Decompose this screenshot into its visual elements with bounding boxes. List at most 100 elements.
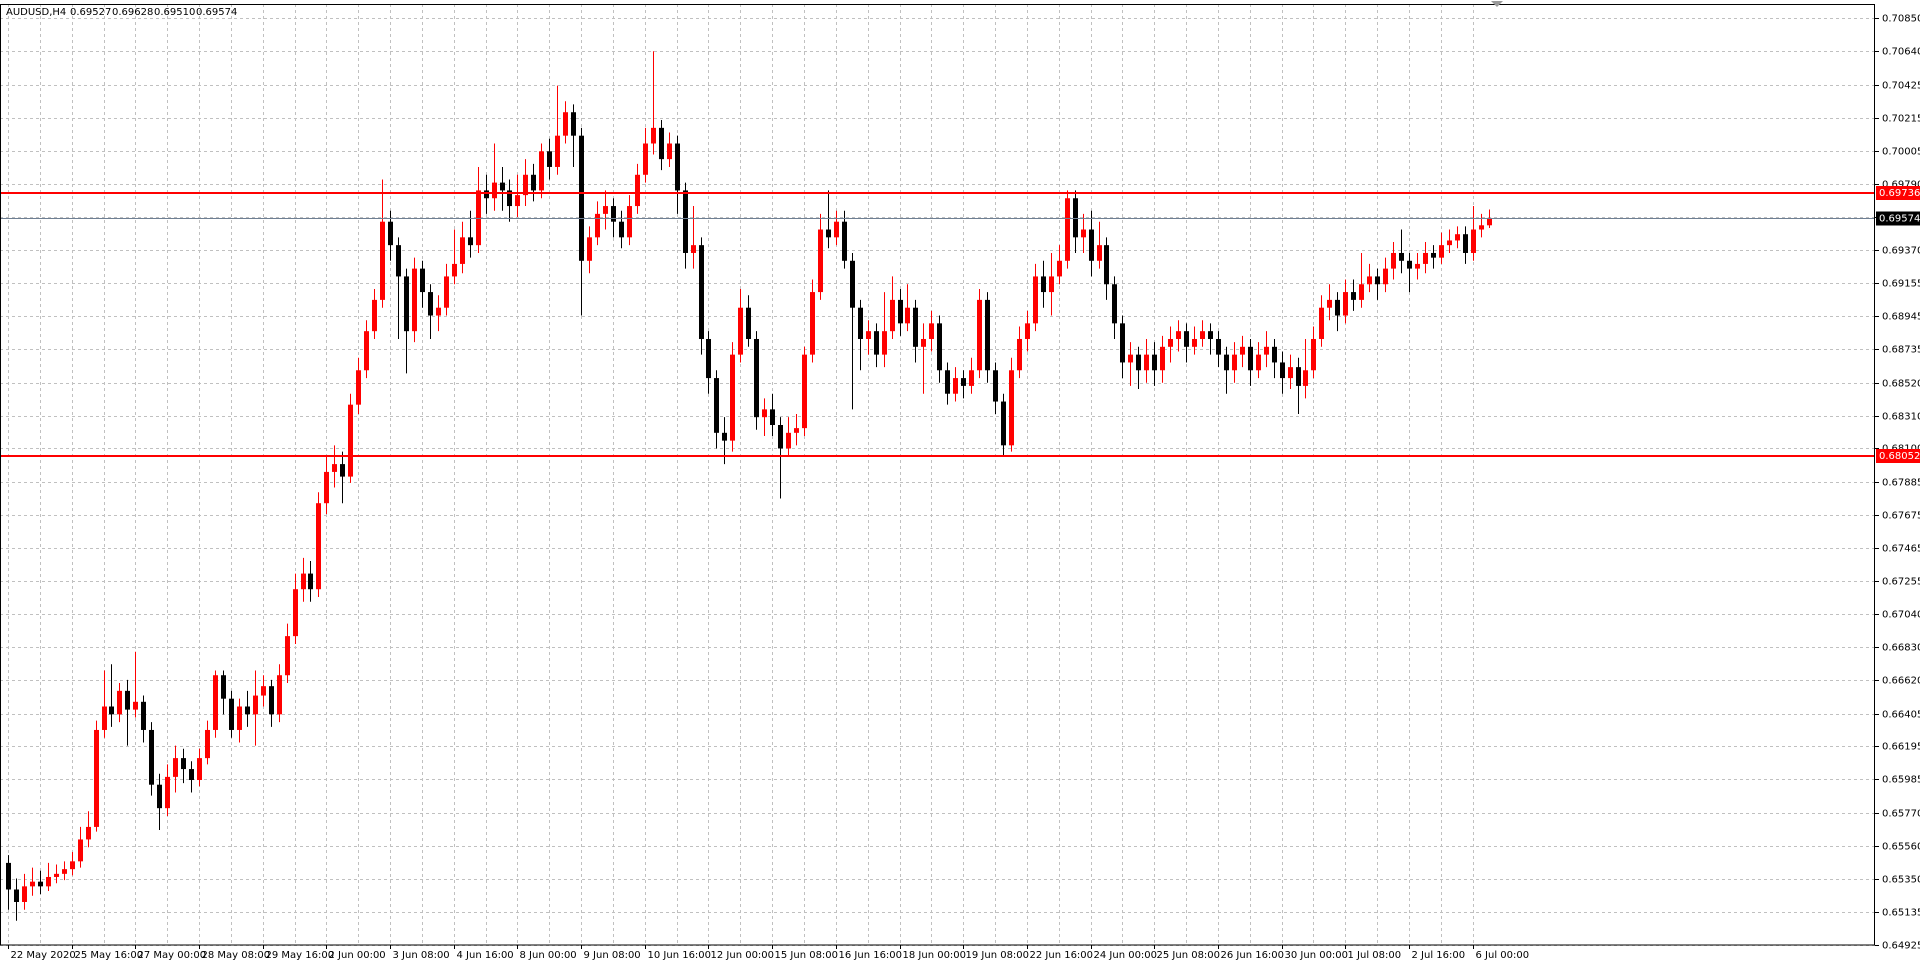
chart-shift-marker (1491, 1, 1503, 7)
level-label-box (1876, 186, 1920, 200)
candle-body (285, 636, 290, 676)
candle-body (1240, 346, 1245, 355)
candle-body (1407, 260, 1412, 269)
candle-body (953, 378, 958, 394)
candle-body (213, 675, 218, 730)
candle-body (1439, 245, 1444, 258)
y-tick-label: 0.64925 (1882, 941, 1920, 952)
candle-body (571, 112, 576, 136)
candle-body (364, 331, 369, 371)
candle-body (1280, 362, 1285, 379)
candle-body (420, 268, 425, 293)
y-tick-label: 0.68735 (1882, 345, 1920, 356)
candle-body (1081, 229, 1086, 238)
x-tick-label: 24 Jun 00:00 (1094, 950, 1158, 961)
y-tick-label: 0.68310 (1882, 412, 1920, 423)
candle-body (794, 428, 799, 433)
candle-body (308, 573, 313, 590)
candle-body (730, 354, 735, 441)
candle-body (1303, 370, 1308, 386)
candle-body (1089, 229, 1094, 261)
candle-body (611, 206, 616, 222)
candle-body (810, 292, 815, 355)
candle-body (1248, 346, 1253, 371)
x-tick-label: 10 Jun 16:00 (648, 950, 712, 961)
candle-body (1359, 284, 1364, 300)
candle-body (1136, 354, 1141, 371)
candle-body (1192, 338, 1197, 347)
y-tick-label: 0.65135 (1882, 908, 1920, 919)
candle-body (603, 206, 608, 214)
candle-body (786, 432, 791, 449)
candle-body (858, 307, 863, 339)
candle-body (229, 698, 234, 730)
candle-body (436, 307, 441, 316)
candle-body (1184, 331, 1189, 347)
candle-body (890, 299, 895, 332)
candle-body (770, 409, 775, 426)
candle-body (1487, 217, 1492, 226)
candle-body (515, 195, 520, 207)
candle-body (356, 370, 361, 405)
candle-body (1351, 292, 1356, 300)
x-tick-label: 22 May 2020 (11, 950, 76, 961)
candle-body (468, 237, 473, 246)
candle-body (651, 127, 656, 144)
candle-body (125, 690, 130, 710)
candle-body (722, 432, 727, 441)
candle-body (1152, 354, 1157, 371)
candle-body (149, 729, 154, 785)
candle-body (1216, 338, 1221, 355)
candle-body (826, 229, 831, 238)
candle-body (1272, 346, 1277, 363)
candle-body (778, 425, 783, 449)
candle-body (985, 299, 990, 371)
candle-body (157, 784, 162, 809)
candle-body (245, 706, 250, 715)
candle-body (38, 881, 43, 887)
ohlc-open: 0.69527 (70, 7, 111, 18)
candle-body (945, 370, 950, 394)
candle-body (1463, 234, 1468, 253)
candle-body (1073, 198, 1078, 238)
x-tick-label: 2 Jul 16:00 (1412, 950, 1466, 961)
candle-body (484, 190, 489, 199)
candle-body (348, 404, 353, 477)
candle-body (1479, 225, 1484, 230)
y-tick-label: 0.66405 (1882, 710, 1920, 721)
candle-body (444, 276, 449, 308)
candle-body (1065, 198, 1070, 261)
y-tick-label: 0.68945 (1882, 312, 1920, 323)
candle-body (579, 135, 584, 261)
ohlc-low: 0.69510 (154, 7, 195, 18)
y-tick-label: 0.67675 (1882, 511, 1920, 522)
x-tick-label: 12 Jun 00:00 (711, 950, 775, 961)
candle-body (492, 182, 497, 199)
bid-label: 0.69574 (1879, 214, 1920, 225)
candle-body (372, 299, 377, 332)
candle-body (1160, 346, 1165, 371)
candle-body (1311, 338, 1316, 371)
x-tick-label: 22 Jun 16:00 (1030, 950, 1094, 961)
y-tick-label: 0.65560 (1882, 842, 1920, 853)
candle-body (699, 245, 704, 339)
x-tick-label: 18 Jun 00:00 (903, 950, 967, 961)
y-tick-label: 0.65985 (1882, 775, 1920, 786)
x-tick-label: 9 Jun 08:00 (584, 950, 641, 961)
x-tick-label: 28 May 08:00 (202, 950, 271, 961)
bid-label-box (1876, 211, 1920, 226)
candle-body (977, 299, 982, 371)
candle-body (1112, 284, 1117, 324)
candle-body (842, 221, 847, 261)
candle-body (388, 221, 393, 246)
y-tick-label: 0.66195 (1882, 742, 1920, 753)
candle-body (555, 135, 560, 167)
candle-body (1415, 263, 1420, 269)
candle-body (396, 245, 401, 277)
candle-body (1367, 276, 1372, 285)
y-tick-label: 0.67255 (1882, 577, 1920, 588)
candle-body (738, 307, 743, 355)
candle-body (332, 464, 337, 472)
candle-body (78, 839, 83, 862)
candle-body (587, 237, 592, 261)
